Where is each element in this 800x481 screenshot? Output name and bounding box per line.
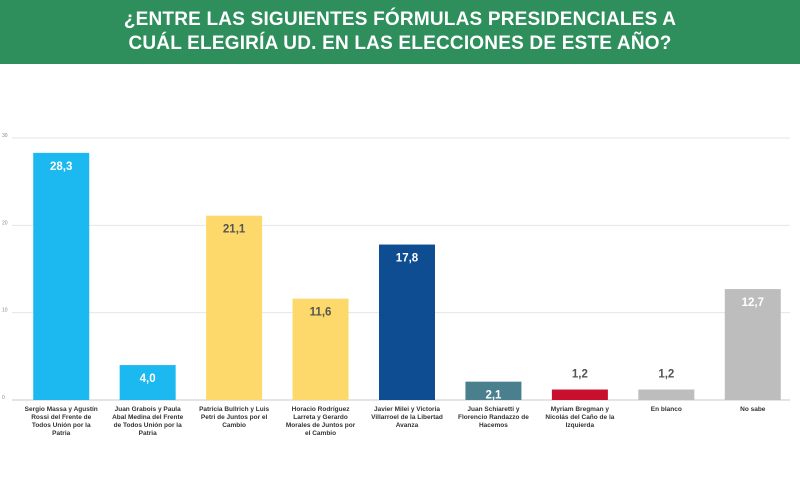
category-label-line: Izquierda xyxy=(566,422,595,429)
category-label-line: Patria xyxy=(139,430,157,437)
category-label: No sabe xyxy=(740,406,766,413)
category-label-line: No sabe xyxy=(740,406,766,413)
category-label: Patricia Bullrich y Luis Petri de Juntos … xyxy=(199,406,269,429)
category-label-line: Abal Medina del Frente xyxy=(112,414,184,421)
category-label-line: Hacemos xyxy=(479,422,508,429)
category-label: En blanco xyxy=(651,406,682,413)
chart-title-line-2: CUÁL ELEGIRÍA UD. EN LAS ELECCIONES DE E… xyxy=(128,33,672,54)
category-label-line: Horacio Rodríguez xyxy=(292,406,351,413)
category-label-line: Avanza xyxy=(396,422,419,429)
category-label-line: de Todos Unión por la xyxy=(114,422,183,429)
category-label-line: Morales de Juntos por xyxy=(286,422,356,429)
chart-title-banner: ¿ENTRE LAS SIGUIENTES FÓRMULAS PRESIDENC… xyxy=(0,0,800,64)
category-label: Juan Grabois y Paula Abal Medina del Fren… xyxy=(112,406,184,437)
category-label: Sergio Massa y Agustín Rossi del Frente d… xyxy=(25,406,98,437)
category-label-line: el Cambio xyxy=(305,430,336,437)
bar xyxy=(119,365,176,400)
y-tick-label: 30 xyxy=(2,133,8,139)
data-label: 21,1 xyxy=(223,224,246,236)
category-label: Javier Milei y Victoria Villarroel de la … xyxy=(371,406,443,429)
category-label-line: Juan Grabois y Paula xyxy=(115,406,181,413)
category-label-line: Florencio Randazzo de xyxy=(458,414,529,421)
category-label-line: Petri de Juntos por el xyxy=(201,414,268,421)
data-label: 1,2 xyxy=(658,369,674,381)
bar xyxy=(33,152,90,400)
category-label-line: Sergio Massa y Agustín xyxy=(25,406,98,413)
category-label: Myriam Bregman y Nicolás del Caño de la Iz… xyxy=(545,406,614,429)
bar xyxy=(638,389,695,400)
bar xyxy=(292,298,349,400)
category-label-line: Javier Milei y Victoria xyxy=(374,406,440,413)
category-label-line: Todos Unión por la xyxy=(32,422,91,429)
chart-title-line-1: ¿ENTRE LAS SIGUIENTES FÓRMULAS PRESIDENC… xyxy=(123,9,677,30)
category-label-line: Patricia Bullrich y Luis xyxy=(199,406,269,413)
category-label-line: Larreta y Gerardo xyxy=(293,414,348,421)
bar xyxy=(551,389,608,400)
data-label: 4,0 xyxy=(140,373,156,385)
bar xyxy=(724,289,781,400)
data-label: 11,6 xyxy=(310,307,332,319)
category-label-line: Patria xyxy=(52,430,70,437)
category-label-line: En blanco xyxy=(651,406,682,413)
data-label: 17,8 xyxy=(396,253,419,265)
category-label-line: Rossi del Frente de xyxy=(31,414,91,421)
bar xyxy=(379,244,435,400)
data-label: 1,2 xyxy=(572,369,588,381)
bar xyxy=(465,381,522,400)
bar-chart: 0 10 20 30 28,3 Sergio Massa y Agustín Rossi d… xyxy=(2,133,790,437)
category-label-line: Cambio xyxy=(222,422,246,429)
category-label-line: Juan Schiaretti y xyxy=(467,406,519,413)
data-label: 2,1 xyxy=(485,390,502,402)
category-label-line: Villarroel de la Libertad xyxy=(371,414,443,421)
category-label: Juan Schiaretti y Florencio Randazzo de Ha… xyxy=(458,406,529,429)
data-label: 12,7 xyxy=(742,297,764,309)
category-label: Horacio Rodríguez Larreta y Gerardo Morale… xyxy=(286,406,356,437)
y-tick-label: 20 xyxy=(2,220,8,226)
data-label: 28,3 xyxy=(50,161,72,173)
y-tick-label: 0 xyxy=(2,395,5,401)
bar xyxy=(206,215,263,400)
category-label-line: Myriam Bregman y xyxy=(551,406,610,413)
category-label-line: Nicolás del Caño de la xyxy=(545,414,614,421)
y-tick-label: 10 xyxy=(2,308,8,314)
